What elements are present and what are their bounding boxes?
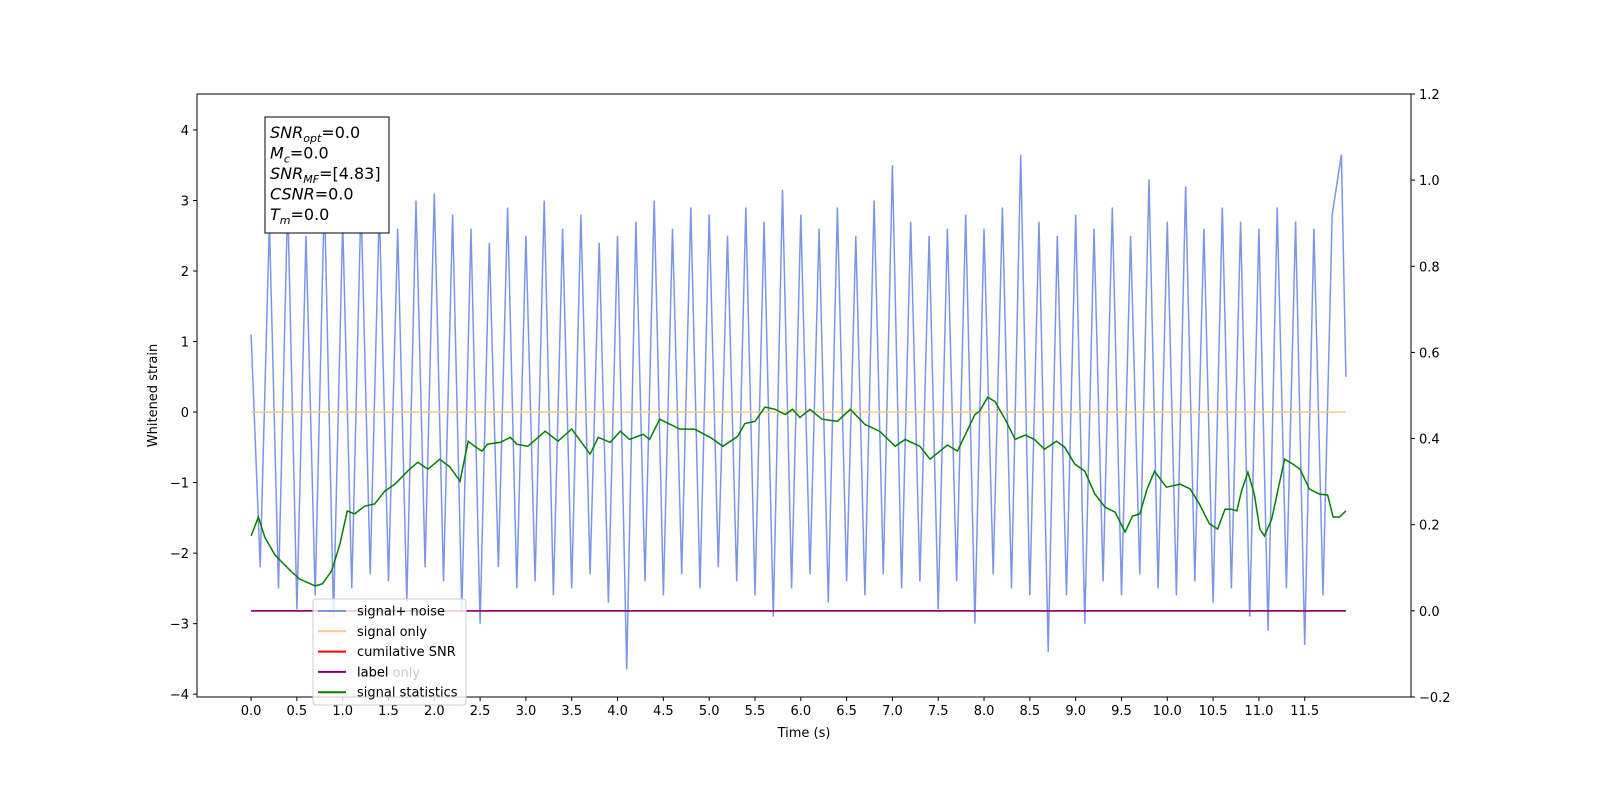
legend-label: signal+ noise [357, 605, 445, 620]
y2-tick-label: 1.2 [1419, 88, 1440, 103]
annotation-subscript: opt [303, 132, 322, 145]
annotation-line: Tm=0.0 [270, 205, 329, 227]
y2-tick-label: 1.0 [1419, 174, 1440, 189]
annotation-subscript: m [280, 214, 291, 227]
y2-tick-label: 0.2 [1419, 519, 1440, 534]
x-tick-label: 0.5 [287, 704, 308, 719]
annotation-line: CSNR=0.0 [270, 185, 354, 204]
y-tick-label: −2 [170, 547, 189, 562]
annotation-symbol: T [270, 205, 281, 224]
y2-tick-label: 0.6 [1419, 346, 1440, 361]
x-tick-label: 5.0 [699, 704, 720, 719]
x-tick-label: 6.5 [836, 704, 857, 719]
legend-ghost-label: label only [357, 666, 420, 681]
x-tick-label: 3.5 [561, 704, 582, 719]
annotation-subscript: c [284, 153, 290, 166]
annotation-value: =0.0 [321, 123, 360, 142]
y2-tick-label: −0.2 [1419, 691, 1451, 706]
annotation-line: SNRMF=[4.83] [270, 164, 381, 186]
annotation-line: SNRopt=0.0 [270, 123, 360, 145]
x-tick-label: 3.0 [516, 704, 537, 719]
y-tick-label: 4 [181, 124, 189, 139]
x-tick-label: 0.0 [241, 704, 262, 719]
annotation-value: =[4.83] [319, 164, 381, 183]
annotation-symbol: SNR [270, 164, 303, 183]
annotation-symbol: SNR [270, 123, 303, 142]
y-tick-label: 2 [181, 265, 189, 280]
x-tick-label: 11.0 [1244, 704, 1273, 719]
y2-tick-label: 0.0 [1419, 605, 1440, 620]
x-tick-label: 9.0 [1065, 704, 1086, 719]
legend-label: label [357, 665, 388, 680]
y-tick-label: 0 [181, 406, 189, 421]
y-tick-label: −4 [170, 688, 189, 703]
x-axis-label: Time (s) [777, 726, 831, 741]
x-tick-label: 2.0 [424, 704, 445, 719]
x-tick-label: 11.5 [1290, 704, 1319, 719]
x-tick-label: 4.0 [607, 704, 628, 719]
annotation-symbol: M [270, 144, 284, 163]
y2-tick-label: 0.8 [1419, 260, 1440, 275]
annotation-box [264, 116, 390, 234]
x-tick-label: 2.5 [470, 704, 491, 719]
legend-label: cumilative SNR [357, 645, 456, 660]
y-tick-label: −3 [170, 618, 189, 633]
x-tick-label: 8.5 [1020, 704, 1041, 719]
x-tick-label: 7.0 [882, 704, 903, 719]
legend-label: signal only [357, 625, 427, 640]
x-tick-label: 7.5 [928, 704, 949, 719]
y-tick-label: 3 [181, 194, 189, 209]
x-tick-label: 5.5 [745, 704, 766, 719]
annotation-value: =0.0 [315, 185, 354, 204]
x-tick-label: 10.0 [1153, 704, 1182, 719]
legend-label: signal statistics [357, 686, 458, 701]
y-tick-label: 1 [181, 336, 189, 351]
x-tick-label: 4.5 [653, 704, 674, 719]
annotation-value: =0.0 [290, 144, 329, 163]
annotation-line: Mc=0.0 [270, 144, 329, 166]
annotation-subscript: MF [303, 173, 319, 186]
y2-tick-label: 0.4 [1419, 433, 1440, 448]
annotation-value: =0.0 [291, 205, 330, 224]
x-tick-label: 9.5 [1111, 704, 1132, 719]
x-tick-label: 6.0 [790, 704, 811, 719]
x-tick-label: 1.5 [378, 704, 399, 719]
x-tick-label: 8.0 [974, 704, 995, 719]
data-line [250, 396, 1347, 587]
y-axis-label: Whitened strain [146, 344, 161, 447]
annotation-symbol: CSNR [270, 185, 315, 204]
x-tick-label: 1.0 [332, 704, 353, 719]
plot-frame [196, 93, 1412, 698]
data-line [250, 154, 1347, 670]
y-tick-label: −1 [170, 477, 189, 492]
x-tick-label: 10.5 [1199, 704, 1228, 719]
legend-box [312, 598, 467, 706]
